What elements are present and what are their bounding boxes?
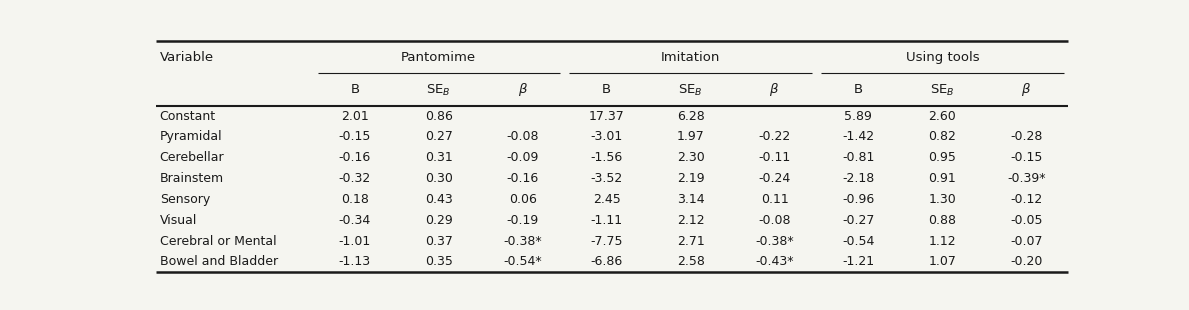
Text: -1.13: -1.13 <box>339 255 371 268</box>
Text: -3.52: -3.52 <box>591 172 623 185</box>
Text: -0.54: -0.54 <box>842 235 875 248</box>
Text: -3.01: -3.01 <box>591 131 623 143</box>
Text: 0.30: 0.30 <box>424 172 453 185</box>
Text: -0.12: -0.12 <box>1011 193 1043 206</box>
Text: -0.09: -0.09 <box>507 151 539 164</box>
Text: 0.95: 0.95 <box>929 151 956 164</box>
Text: Brainstem: Brainstem <box>159 172 224 185</box>
Text: B: B <box>602 83 611 96</box>
Text: -0.38*: -0.38* <box>755 235 794 248</box>
Text: 0.82: 0.82 <box>929 131 956 143</box>
Text: 2.60: 2.60 <box>929 109 956 122</box>
Text: -1.11: -1.11 <box>591 214 623 227</box>
Text: -0.15: -0.15 <box>1011 151 1043 164</box>
Text: 2.01: 2.01 <box>341 109 369 122</box>
Text: -0.07: -0.07 <box>1009 235 1043 248</box>
Text: -0.32: -0.32 <box>339 172 371 185</box>
Text: -1.01: -1.01 <box>339 235 371 248</box>
Text: 0.35: 0.35 <box>424 255 453 268</box>
Text: SE$_B$: SE$_B$ <box>427 82 451 98</box>
Text: B: B <box>351 83 359 96</box>
Text: -6.86: -6.86 <box>591 255 623 268</box>
Text: 0.11: 0.11 <box>761 193 788 206</box>
Text: 0.18: 0.18 <box>341 193 369 206</box>
Text: Cerebral or Mental: Cerebral or Mental <box>159 235 276 248</box>
Text: -0.15: -0.15 <box>339 131 371 143</box>
Text: Imitation: Imitation <box>661 51 721 64</box>
Text: -0.20: -0.20 <box>1011 255 1043 268</box>
Text: 2.71: 2.71 <box>677 235 704 248</box>
Text: Using tools: Using tools <box>906 51 980 64</box>
Text: SE$_B$: SE$_B$ <box>930 82 955 98</box>
Text: $\beta$: $\beta$ <box>769 82 780 99</box>
Text: -0.38*: -0.38* <box>503 235 542 248</box>
Text: -7.75: -7.75 <box>591 235 623 248</box>
Text: SE$_B$: SE$_B$ <box>678 82 703 98</box>
Text: -0.54*: -0.54* <box>503 255 542 268</box>
Text: 2.30: 2.30 <box>677 151 704 164</box>
Text: 0.91: 0.91 <box>929 172 956 185</box>
Text: 0.88: 0.88 <box>929 214 956 227</box>
Text: -0.27: -0.27 <box>842 214 875 227</box>
Text: Visual: Visual <box>159 214 197 227</box>
Text: 0.29: 0.29 <box>424 214 453 227</box>
Text: 0.31: 0.31 <box>424 151 453 164</box>
Text: 2.12: 2.12 <box>677 214 704 227</box>
Text: Pyramidal: Pyramidal <box>159 131 222 143</box>
Text: -0.43*: -0.43* <box>755 255 794 268</box>
Text: 6.28: 6.28 <box>677 109 704 122</box>
Text: 0.86: 0.86 <box>424 109 453 122</box>
Text: B: B <box>854 83 863 96</box>
Text: 1.30: 1.30 <box>929 193 956 206</box>
Text: Pantomime: Pantomime <box>401 51 477 64</box>
Text: -0.22: -0.22 <box>759 131 791 143</box>
Text: $\beta$: $\beta$ <box>517 82 528 99</box>
Text: 3.14: 3.14 <box>677 193 704 206</box>
Text: 5.89: 5.89 <box>844 109 873 122</box>
Text: -0.16: -0.16 <box>339 151 371 164</box>
Text: 2.19: 2.19 <box>677 172 704 185</box>
Text: Bowel and Bladder: Bowel and Bladder <box>159 255 278 268</box>
Text: Cerebellar: Cerebellar <box>159 151 225 164</box>
Text: -0.08: -0.08 <box>507 131 539 143</box>
Text: -0.81: -0.81 <box>842 151 875 164</box>
Text: -0.24: -0.24 <box>759 172 791 185</box>
Text: 17.37: 17.37 <box>589 109 624 122</box>
Text: -0.16: -0.16 <box>507 172 539 185</box>
Text: 0.43: 0.43 <box>424 193 453 206</box>
Text: -1.42: -1.42 <box>842 131 874 143</box>
Text: -0.19: -0.19 <box>507 214 539 227</box>
Text: -0.96: -0.96 <box>842 193 875 206</box>
Text: Variable: Variable <box>159 51 214 64</box>
Text: 0.27: 0.27 <box>424 131 453 143</box>
Text: -1.21: -1.21 <box>842 255 874 268</box>
Text: Constant: Constant <box>159 109 216 122</box>
Text: 2.45: 2.45 <box>593 193 621 206</box>
Text: 0.06: 0.06 <box>509 193 536 206</box>
Text: -0.39*: -0.39* <box>1007 172 1045 185</box>
Text: -0.08: -0.08 <box>759 214 791 227</box>
Text: $\beta$: $\beta$ <box>1021 82 1031 99</box>
Text: -0.28: -0.28 <box>1011 131 1043 143</box>
Text: 1.07: 1.07 <box>929 255 956 268</box>
Text: 1.97: 1.97 <box>677 131 704 143</box>
Text: Sensory: Sensory <box>159 193 210 206</box>
Text: 1.12: 1.12 <box>929 235 956 248</box>
Text: -0.11: -0.11 <box>759 151 791 164</box>
Text: 2.58: 2.58 <box>677 255 705 268</box>
Text: 0.37: 0.37 <box>424 235 453 248</box>
Text: -2.18: -2.18 <box>842 172 875 185</box>
Text: -0.34: -0.34 <box>339 214 371 227</box>
Text: -1.56: -1.56 <box>591 151 623 164</box>
Text: -0.05: -0.05 <box>1009 214 1043 227</box>
